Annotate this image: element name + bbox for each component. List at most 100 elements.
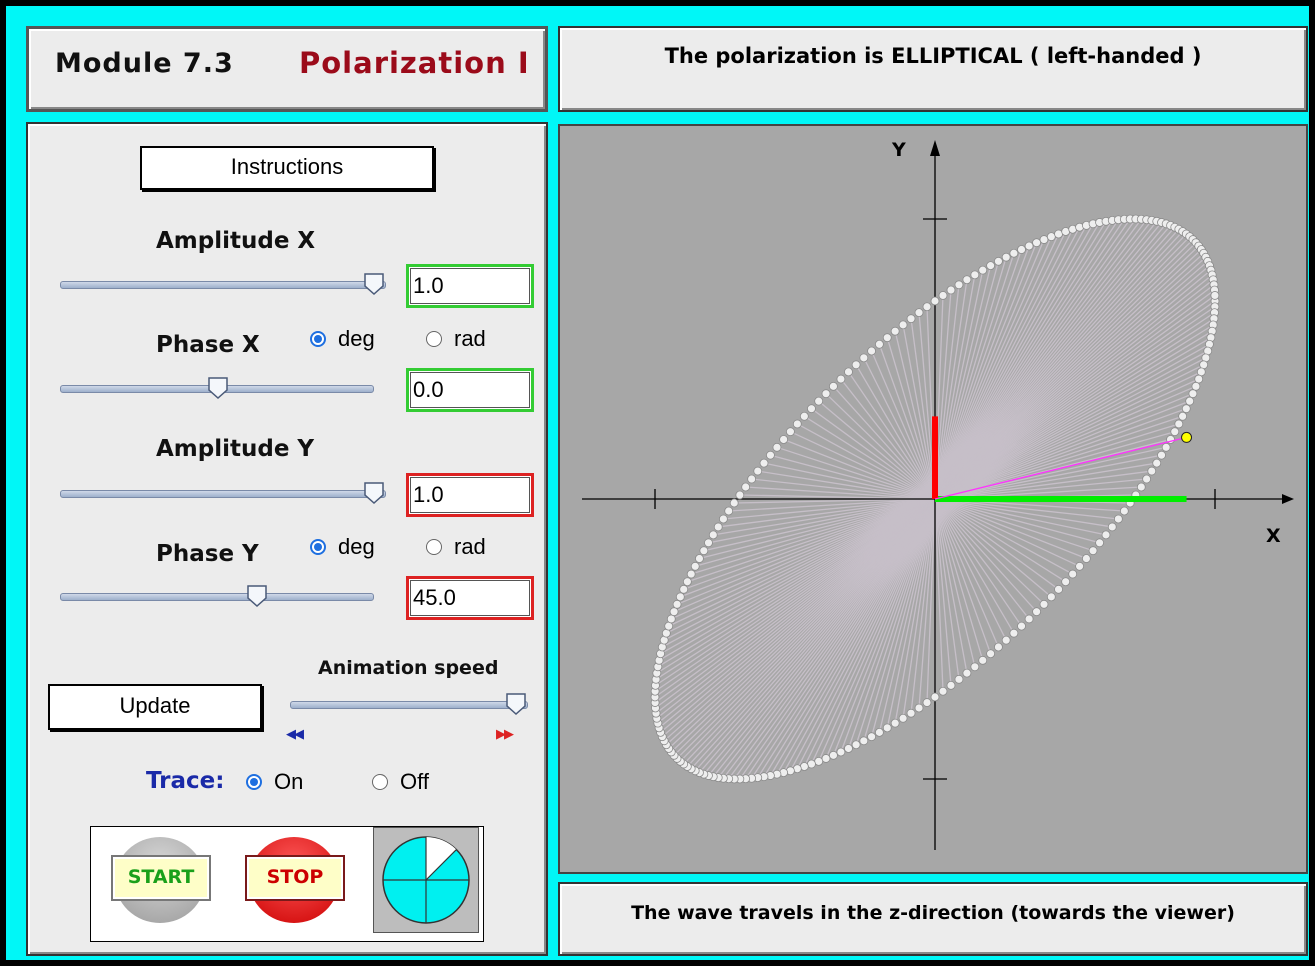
trace-on-radio[interactable]: On: [246, 769, 303, 795]
trace-point: [890, 718, 900, 728]
amplitude-y-input[interactable]: 1.0: [406, 473, 534, 517]
amplitude-y-slider[interactable]: [60, 482, 386, 504]
animation-controls: START STOP: [90, 826, 484, 942]
controls-panel: Instructions Amplitude X 1.0 Phase X deg…: [26, 122, 548, 956]
trace-line: [663, 498, 936, 641]
phase-y-slider[interactable]: [60, 585, 374, 607]
trace-line: [673, 498, 936, 613]
trace-line: [934, 446, 1167, 500]
trace-line: [934, 252, 1205, 500]
field-vector-tip: [1181, 431, 1193, 443]
stop-button[interactable]: STOP: [245, 837, 345, 925]
trace-line: [745, 498, 936, 780]
trace-point: [1001, 635, 1011, 645]
trace-line: [840, 498, 936, 753]
trace-point: [1142, 474, 1152, 484]
trace-off-radio[interactable]: Off: [372, 769, 429, 795]
trace-line: [934, 498, 1119, 520]
trace-line: [708, 498, 936, 544]
trace-point: [1161, 442, 1171, 452]
phase-y-rad-radio[interactable]: rad: [426, 534, 486, 560]
trace-line: [733, 498, 936, 780]
trace-line: [673, 498, 936, 756]
phase-y-label: Phase Y: [156, 541, 259, 567]
animation-speed-slider[interactable]: [290, 693, 528, 715]
trace-line: [934, 478, 1147, 500]
trace-line: [663, 498, 936, 742]
trace-point: [690, 561, 700, 571]
phase-x-deg-radio[interactable]: deg: [310, 326, 375, 352]
trace-point: [1068, 569, 1078, 579]
trace-line: [656, 498, 936, 719]
x-axis-arrow-icon: [1282, 494, 1294, 504]
trace-line: [934, 306, 1216, 500]
radio-empty-icon: [372, 774, 388, 790]
phase-y-deg-radio[interactable]: deg: [310, 534, 375, 560]
faster-icon[interactable]: ▶▶: [496, 727, 514, 742]
trace-line: [690, 498, 936, 575]
trace-line: [934, 274, 976, 500]
trace-line: [934, 364, 1204, 500]
trace-line: [654, 498, 936, 692]
trace-line: [776, 446, 936, 500]
trace-line: [769, 498, 936, 776]
start-button[interactable]: START: [111, 837, 211, 925]
slider-thumb[interactable]: [247, 585, 267, 607]
trace-line: [686, 498, 936, 767]
trace-line: [934, 265, 992, 500]
phase-x-rad-label: rad: [454, 326, 486, 351]
trace-line: [934, 242, 1038, 500]
trace-point: [946, 680, 956, 690]
amplitude-x-slider[interactable]: [60, 273, 386, 295]
slower-icon[interactable]: ◀◀: [286, 727, 304, 742]
amplitude-x-input[interactable]: 1.0: [406, 264, 534, 308]
trace-line: [934, 300, 1216, 500]
phase-x-input[interactable]: 0.0: [406, 368, 534, 412]
instructions-label: Instructions: [230, 154, 344, 179]
update-button[interactable]: Update: [48, 684, 262, 730]
trace-point: [829, 381, 838, 391]
trace-line: [934, 253, 1015, 500]
trace-line: [655, 498, 936, 709]
trace-line: [934, 239, 1045, 500]
slider-thumb[interactable]: [506, 693, 526, 715]
trace-point: [1210, 291, 1220, 300]
trace-line: [934, 260, 1209, 500]
trace-point: [836, 374, 846, 384]
trace-line: [870, 498, 936, 737]
trace-line: [803, 498, 936, 767]
trace-line: [707, 498, 936, 776]
phase-x-value: 0.0: [413, 377, 444, 402]
trace-line: [934, 233, 1060, 500]
phase-y-input[interactable]: 45.0: [406, 576, 534, 620]
slider-thumb[interactable]: [208, 377, 228, 399]
trace-line: [934, 218, 1131, 500]
trace-off-label: Off: [400, 769, 429, 794]
phase-x-slider[interactable]: [60, 377, 374, 399]
trace-line: [934, 498, 1045, 605]
y-axis-label: Y: [891, 139, 906, 161]
slider-thumb[interactable]: [364, 482, 384, 504]
trace-line: [934, 454, 1162, 500]
trace-point: [867, 732, 876, 742]
trace-point: [946, 285, 956, 295]
trace-line: [934, 498, 1059, 590]
phase-x-rad-radio[interactable]: rad: [426, 326, 486, 352]
trace-point: [1101, 530, 1111, 540]
trace-line: [703, 498, 936, 775]
trace-line: [934, 261, 1000, 500]
instructions-button[interactable]: Instructions: [140, 146, 434, 190]
trace-line: [847, 371, 936, 500]
trace-point: [859, 353, 869, 363]
trace-line: [655, 498, 936, 680]
trace-line: [825, 393, 936, 500]
radio-selected-icon: [310, 331, 326, 347]
trace-line: [818, 498, 936, 762]
trace-line: [661, 498, 936, 738]
phase-clock-dial: [382, 836, 470, 924]
slider-thumb[interactable]: [364, 273, 384, 295]
trace-point: [962, 275, 972, 285]
trace-line: [796, 498, 936, 770]
trace-line: [926, 498, 936, 703]
trace-line: [695, 498, 936, 567]
